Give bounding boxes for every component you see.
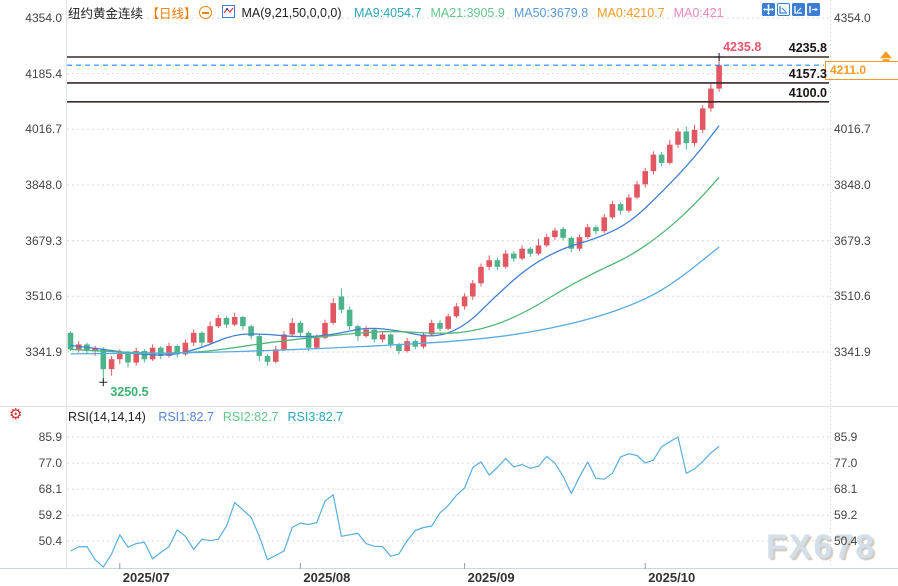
- annotations: [99, 53, 724, 387]
- exit-icon[interactable]: [807, 3, 820, 16]
- x-axis-scale-icon[interactable]: [777, 3, 790, 16]
- chart-toolbar: [762, 3, 820, 16]
- y-axis-scale-icon[interactable]: [792, 3, 805, 16]
- time-axis-ticks: [119, 563, 646, 569]
- pan-icon[interactable]: [762, 3, 775, 16]
- candles-layer: [67, 57, 722, 383]
- ma21-line: [70, 176, 720, 354]
- price-up-arrow-icon: [880, 51, 892, 62]
- collapse-icon[interactable]: [198, 6, 212, 19]
- rsi-line: [70, 436, 720, 568]
- rsi-settings-gear-icon[interactable]: ⚙: [9, 406, 23, 423]
- price-gridlines: [67, 17, 829, 353]
- level-lines: [67, 56, 829, 103]
- rsi-gridlines: [67, 436, 829, 542]
- ma50-line: [70, 246, 720, 355]
